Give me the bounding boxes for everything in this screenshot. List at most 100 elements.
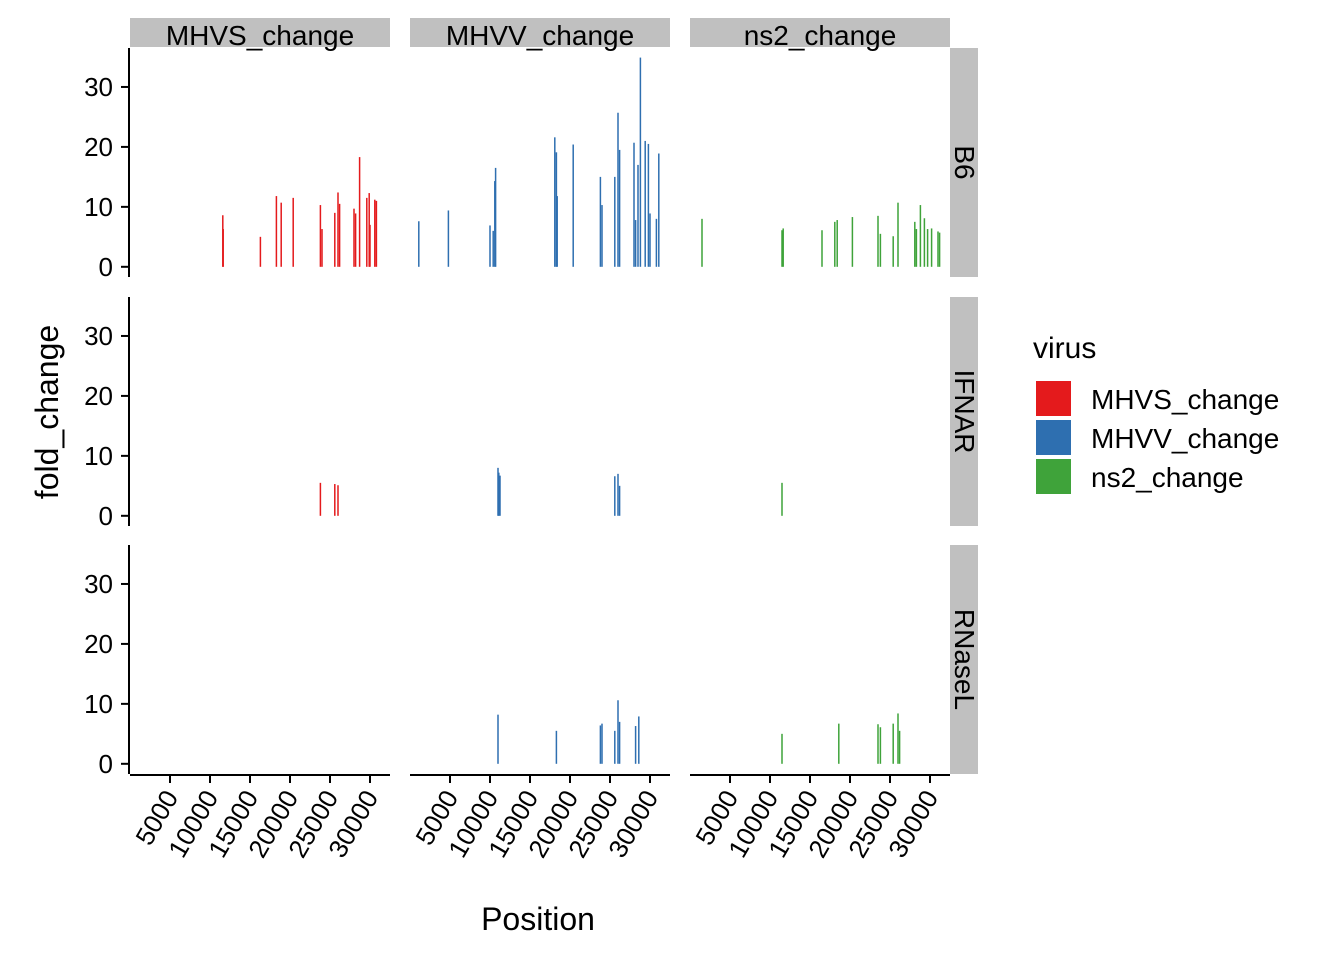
bar	[892, 236, 894, 267]
bar	[617, 700, 619, 764]
bar	[321, 229, 323, 267]
bar	[638, 716, 640, 764]
bar	[334, 212, 336, 267]
bar	[492, 230, 494, 267]
panel-IFNAR-MHVV_change	[497, 467, 621, 516]
y-tick-label: 20	[84, 629, 113, 659]
bar	[618, 149, 621, 267]
bar	[898, 730, 901, 764]
bar	[618, 721, 621, 764]
bar	[644, 140, 646, 267]
y-tick-label: 0	[99, 501, 113, 531]
bar	[617, 112, 619, 267]
bar	[821, 230, 823, 267]
bar	[915, 229, 918, 267]
bar	[655, 218, 658, 267]
bar	[781, 482, 783, 516]
bar	[834, 221, 836, 267]
bar	[337, 485, 339, 516]
panel-B6-MHVV_change	[418, 57, 660, 267]
bar	[337, 192, 339, 267]
bar	[375, 200, 378, 267]
bar	[497, 467, 499, 516]
row-strip-RNaseL	[950, 545, 978, 774]
bar	[930, 228, 933, 267]
bar	[280, 202, 282, 267]
bar	[649, 213, 651, 267]
bar	[489, 225, 491, 267]
col-strip-label: ns2_change	[744, 20, 897, 51]
bar	[601, 205, 603, 267]
bar	[555, 730, 558, 764]
x-axis-title: Position	[481, 901, 595, 937]
bar	[647, 143, 650, 267]
bar	[572, 144, 574, 267]
bar	[554, 137, 556, 267]
bar	[319, 205, 322, 267]
y-tick-label: 20	[84, 132, 113, 162]
bar	[937, 231, 939, 267]
bar	[556, 196, 558, 267]
bar	[701, 218, 703, 267]
axes: 0102030010203001020305000100001500020000…	[84, 48, 950, 863]
bar	[892, 723, 894, 764]
bar	[599, 176, 602, 267]
col-strip-label: MHVV_change	[446, 20, 634, 51]
bar	[658, 153, 660, 267]
bar	[222, 229, 224, 267]
row-strip-label: RNaseL	[949, 609, 980, 710]
bar	[919, 205, 922, 267]
bar	[353, 208, 355, 267]
bar	[292, 197, 294, 267]
panel-IFNAR-ns2_change	[781, 482, 783, 516]
bar	[259, 236, 262, 267]
bar	[637, 164, 639, 267]
y-tick-label: 0	[99, 749, 113, 779]
bar	[617, 473, 619, 516]
panel-RNaseL-MHVV_change	[497, 700, 640, 764]
bar	[897, 713, 899, 764]
panel-B6-MHVS_change	[222, 157, 378, 267]
row-strip-B6	[950, 48, 978, 277]
y-tick-label: 20	[84, 381, 113, 411]
bar	[369, 224, 371, 267]
legend-label: MHVS_change	[1091, 384, 1279, 415]
bar	[633, 142, 635, 267]
y-tick-label: 30	[84, 569, 113, 599]
legend-key-MHVS_change	[1036, 381, 1071, 416]
panel-RNaseL-ns2_change	[781, 713, 901, 764]
bar	[851, 217, 854, 267]
col-strip-ns2_change	[690, 18, 950, 47]
y-axis-title: fold_change	[29, 325, 65, 499]
bar	[879, 233, 882, 267]
bar	[494, 167, 497, 267]
panel-IFNAR-MHVS_change	[319, 482, 339, 516]
bar	[639, 57, 642, 267]
bar	[879, 727, 882, 764]
bar	[614, 476, 616, 516]
y-tick-label: 10	[84, 441, 113, 471]
row-strip-label: IFNAR	[949, 370, 980, 454]
bar	[338, 203, 341, 267]
bar	[319, 482, 322, 516]
bar	[914, 221, 916, 267]
col-strip-MHVS_change	[130, 18, 390, 47]
bar	[498, 472, 500, 516]
bar	[374, 199, 376, 267]
y-tick-label: 10	[84, 192, 113, 222]
bar	[897, 202, 899, 267]
bar	[836, 220, 838, 267]
bar	[366, 197, 368, 267]
bar	[447, 210, 450, 267]
col-strip-MHVV_change	[410, 18, 670, 47]
bar	[497, 714, 499, 764]
bar	[354, 213, 357, 267]
bar	[634, 726, 637, 764]
bar	[368, 193, 370, 267]
bar	[599, 725, 602, 764]
bar	[877, 215, 879, 267]
bar	[614, 176, 616, 267]
legend: virus MHVS_change MHVV_change ns2_change	[1033, 332, 1279, 494]
legend-label: ns2_change	[1091, 462, 1244, 493]
